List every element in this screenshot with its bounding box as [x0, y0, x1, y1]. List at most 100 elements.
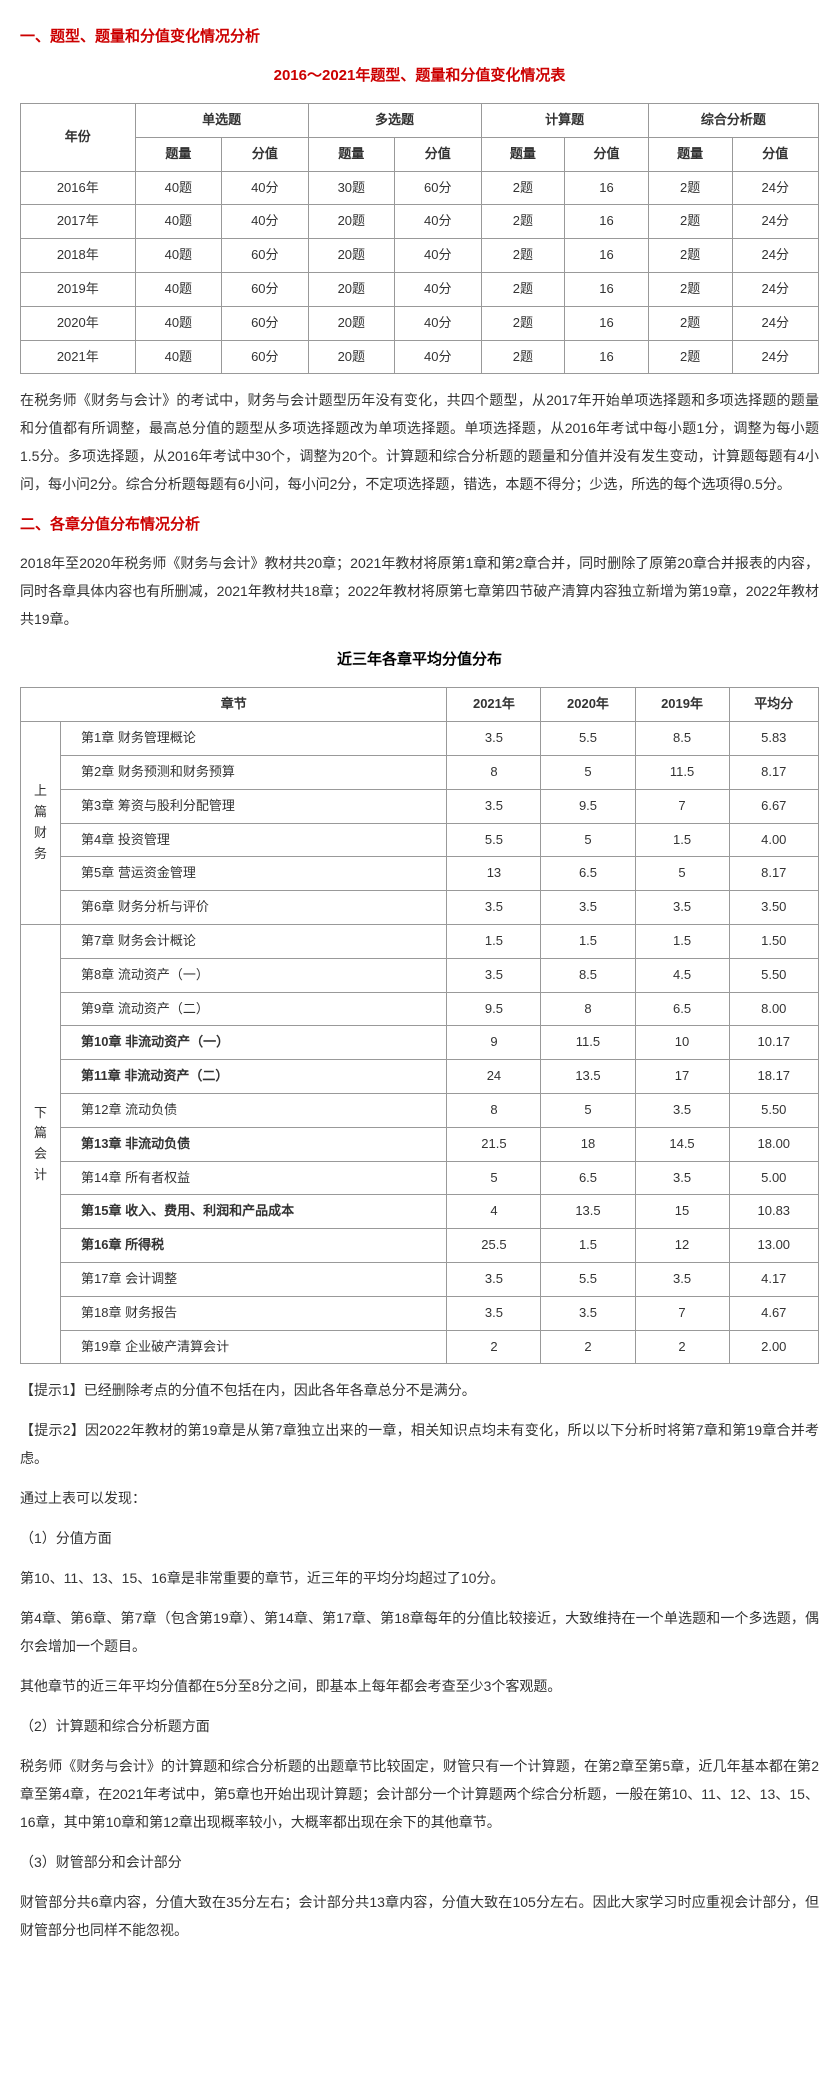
table-row: 第16章 所得税25.51.51213.00 — [21, 1229, 819, 1263]
table-cell: 21.5 — [447, 1127, 541, 1161]
table-cell: 2题 — [481, 306, 565, 340]
para-intro: 通过上表可以发现： — [20, 1484, 819, 1512]
section2-para1: 2018年至2020年税务师《财务与会计》教材共20章；2021年教材将原第1章… — [20, 549, 819, 633]
table-cell: 9.5 — [447, 992, 541, 1026]
table-row: 第4章 投资管理5.551.54.00 — [21, 823, 819, 857]
table-cell: 60分 — [222, 306, 308, 340]
table-cell: 3.5 — [541, 891, 635, 925]
th-multi: 多选题 — [308, 104, 481, 138]
table-cell: 5 — [541, 755, 635, 789]
sub1-p1: 第10、11、13、15、16章是非常重要的章节，近三年的平均分均超过了10分。 — [20, 1564, 819, 1592]
table-row: 下篇会计第7章 财务会计概论1.51.51.51.50 — [21, 924, 819, 958]
table-cell: 5.5 — [541, 1262, 635, 1296]
table-cell: 2题 — [481, 272, 565, 306]
table-cell: 12 — [635, 1229, 729, 1263]
table-cell: 5.50 — [729, 958, 818, 992]
chapter-cell: 第7章 财务会计概论 — [61, 924, 447, 958]
table-row: 第3章 筹资与股利分配管理3.59.576.67 — [21, 789, 819, 823]
table-cell: 5 — [541, 1093, 635, 1127]
chapter-cell: 第17章 会计调整 — [61, 1262, 447, 1296]
table-cell: 18.17 — [729, 1060, 818, 1094]
th-2021: 2021年 — [447, 688, 541, 722]
chapter-cell: 第1章 财务管理概论 — [61, 722, 447, 756]
table-row: 第2章 财务预测和财务预算8511.58.17 — [21, 755, 819, 789]
table-cell: 5 — [635, 857, 729, 891]
table-cell: 5 — [447, 1161, 541, 1195]
sub3-p1: 财管部分共6章内容，分值大致在35分左右；会计部分共13章内容，分值大致在105… — [20, 1888, 819, 1944]
table-cell: 20题 — [308, 239, 394, 273]
table-row: 第11章 非流动资产（二）2413.51718.17 — [21, 1060, 819, 1094]
th-qty: 题量 — [135, 137, 221, 171]
table-cell: 4.00 — [729, 823, 818, 857]
table-cell: 24分 — [732, 272, 819, 306]
th-chapter: 章节 — [21, 688, 447, 722]
chapter-cell: 第19章 企业破产清算会计 — [61, 1330, 447, 1364]
table-cell: 7 — [635, 1296, 729, 1330]
table-cell: 11.5 — [635, 755, 729, 789]
table-cell: 40分 — [395, 306, 481, 340]
sub1-title: （1）分值方面 — [20, 1524, 819, 1552]
sub2-title: （2）计算题和综合分析题方面 — [20, 1712, 819, 1740]
th-score: 分值 — [732, 137, 819, 171]
chapter-cell: 第9章 流动资产（二） — [61, 992, 447, 1026]
table-cell: 10.17 — [729, 1026, 818, 1060]
table-cell: 24分 — [732, 239, 819, 273]
table-cell: 20题 — [308, 306, 394, 340]
note2: 【提示2】因2022年教材的第19章是从第7章独立出来的一章，相关知识点均未有变… — [20, 1416, 819, 1472]
table-cell: 4.67 — [729, 1296, 818, 1330]
table-cell: 2017年 — [21, 205, 136, 239]
table-row: 2018年40题60分20题40分2题162题24分 — [21, 239, 819, 273]
table-cell: 6.67 — [729, 789, 818, 823]
table-row: 2020年40题60分20题40分2题162题24分 — [21, 306, 819, 340]
table-cell: 8.00 — [729, 992, 818, 1026]
th-score: 分值 — [395, 137, 481, 171]
table-cell: 2020年 — [21, 306, 136, 340]
table-cell: 40分 — [395, 272, 481, 306]
table-cell: 18 — [541, 1127, 635, 1161]
table-cell: 16 — [565, 272, 649, 306]
table-row: 第6章 财务分析与评价3.53.53.53.50 — [21, 891, 819, 925]
chapter-cell: 第11章 非流动资产（二） — [61, 1060, 447, 1094]
table-cell: 20题 — [308, 205, 394, 239]
table-cell: 13.5 — [541, 1195, 635, 1229]
table-cell: 25.5 — [447, 1229, 541, 1263]
sub1-p3: 其他章节的近三年平均分值都在5分至8分之间，即基本上每年都会考查至少3个客观题。 — [20, 1672, 819, 1700]
table-cell: 24 — [447, 1060, 541, 1094]
table-cell: 10.83 — [729, 1195, 818, 1229]
table-cell: 13 — [447, 857, 541, 891]
table-cell: 2018年 — [21, 239, 136, 273]
table-cell: 60分 — [395, 171, 481, 205]
table-row: 第12章 流动负债853.55.50 — [21, 1093, 819, 1127]
th-single: 单选题 — [135, 104, 308, 138]
table-row: 第14章 所有者权益56.53.55.00 — [21, 1161, 819, 1195]
th-2020: 2020年 — [541, 688, 635, 722]
table-row: 第18章 财务报告3.53.574.67 — [21, 1296, 819, 1330]
table-cell: 2 — [635, 1330, 729, 1364]
table-cell: 2021年 — [21, 340, 136, 374]
table-cell: 40分 — [395, 340, 481, 374]
table-cell: 8.5 — [635, 722, 729, 756]
section1-title: 一、题型、题量和分值变化情况分析 — [20, 25, 819, 49]
table-cell: 40分 — [395, 239, 481, 273]
table-cell: 2题 — [648, 171, 732, 205]
table-cell: 3.5 — [635, 1093, 729, 1127]
section1-para1: 在税务师《财务与会计》的考试中，财务与会计题型历年没有变化，共四个题型，从201… — [20, 386, 819, 498]
table-row: 2019年40题60分20题40分2题162题24分 — [21, 272, 819, 306]
table-row: 第15章 收入、费用、利润和产品成本413.51510.83 — [21, 1195, 819, 1229]
chapter-cell: 第16章 所得税 — [61, 1229, 447, 1263]
chapter-cell: 第5章 营运资金管理 — [61, 857, 447, 891]
table-row: 第5章 营运资金管理136.558.17 — [21, 857, 819, 891]
table-cell: 40题 — [135, 171, 221, 205]
table-cell: 40分 — [222, 205, 308, 239]
table-cell: 2 — [447, 1330, 541, 1364]
table-cell: 8.17 — [729, 755, 818, 789]
chapter-cell: 第12章 流动负债 — [61, 1093, 447, 1127]
th-avg: 平均分 — [729, 688, 818, 722]
table-cell: 16 — [565, 171, 649, 205]
table-cell: 40题 — [135, 306, 221, 340]
table-cell: 24分 — [732, 306, 819, 340]
table-cell: 11.5 — [541, 1026, 635, 1060]
chapter-cell: 第4章 投资管理 — [61, 823, 447, 857]
table-cell: 40分 — [222, 171, 308, 205]
sub3-title: （3）财管部分和会计部分 — [20, 1848, 819, 1876]
